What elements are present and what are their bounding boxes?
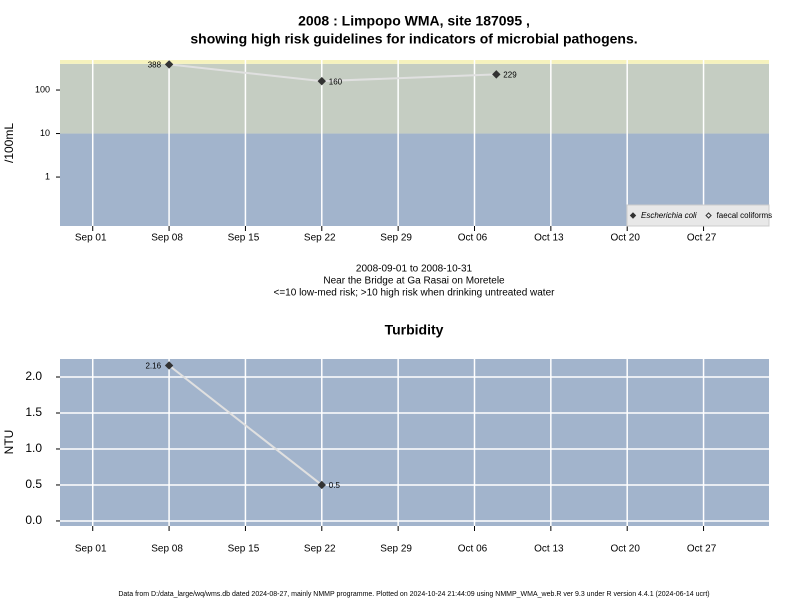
risk-band xyxy=(60,63,769,134)
x-tick-label: Sep 01 xyxy=(75,544,107,555)
data-label: 388 xyxy=(148,61,162,70)
legend-box xyxy=(626,204,770,227)
chart-title: 2008 : Limpopo WMA, site 187095 , xyxy=(298,13,530,29)
y-tick-label: 1 xyxy=(45,171,50,181)
data-label: 229 xyxy=(503,70,517,79)
legend-label: Escherichia coli xyxy=(641,211,697,220)
risk-band xyxy=(60,359,769,526)
x-tick-label: Sep 01 xyxy=(75,233,107,244)
risk-band xyxy=(60,60,769,64)
y-tick-label: 0.5 xyxy=(25,477,42,491)
data-point xyxy=(317,76,326,86)
x-tick-label: Sep 29 xyxy=(380,544,412,555)
x-tick-label: Sep 08 xyxy=(151,544,183,555)
series-line xyxy=(168,364,323,486)
x-tick-label: Sep 22 xyxy=(304,544,336,555)
data-point xyxy=(317,480,326,490)
x-tick-label: Oct 27 xyxy=(687,233,717,244)
x-tick-label: Oct 06 xyxy=(458,233,488,244)
data-point xyxy=(164,361,174,370)
x-tick-label: Sep 29 xyxy=(380,233,412,244)
data-point xyxy=(164,60,174,69)
caption: 2008-09-01 to 2008-10-31 xyxy=(356,264,473,275)
y-tick-label: 1.0 xyxy=(25,441,42,455)
x-tick-label: Oct 27 xyxy=(687,544,717,555)
data-label: 0.5 xyxy=(329,481,341,490)
data-label: 2.16 xyxy=(145,362,161,371)
chart-title: showing high risk guidelines for indicat… xyxy=(190,31,637,47)
footer: Data from D:/data_large/wq/wms.db dated … xyxy=(118,591,709,598)
x-tick-label: Oct 13 xyxy=(534,544,564,555)
x-tick-label: Sep 15 xyxy=(228,544,260,555)
data-label: 160 xyxy=(329,77,343,86)
y-tick-label: 1.5 xyxy=(25,405,42,419)
y-axis-label: NTU xyxy=(2,430,16,455)
x-tick-label: Oct 20 xyxy=(610,233,640,244)
x-tick-label: Oct 06 xyxy=(458,544,488,555)
legend-marker xyxy=(629,212,637,219)
x-tick-label: Sep 08 xyxy=(151,233,183,244)
x-tick-label: Oct 13 xyxy=(534,233,564,244)
y-tick-label: 2.0 xyxy=(25,369,42,383)
legend-marker xyxy=(705,212,712,219)
caption: Near the Bridge at Ga Rasai on Moretele xyxy=(323,276,505,287)
x-tick-label: Sep 15 xyxy=(228,233,260,244)
chart-title: Turbidity xyxy=(385,322,444,338)
y-tick-label: 100 xyxy=(35,84,50,94)
caption: <=10 low-med risk; >10 high risk when dr… xyxy=(274,288,556,299)
y-axis-label: /100mL xyxy=(2,123,16,163)
data-point xyxy=(492,70,501,79)
legend-label: faecal coliforms xyxy=(717,211,773,220)
x-tick-label: Oct 20 xyxy=(610,544,640,555)
y-tick-label: 10 xyxy=(40,128,50,138)
y-tick-label: 0.0 xyxy=(25,513,42,527)
x-tick-label: Sep 22 xyxy=(304,233,336,244)
